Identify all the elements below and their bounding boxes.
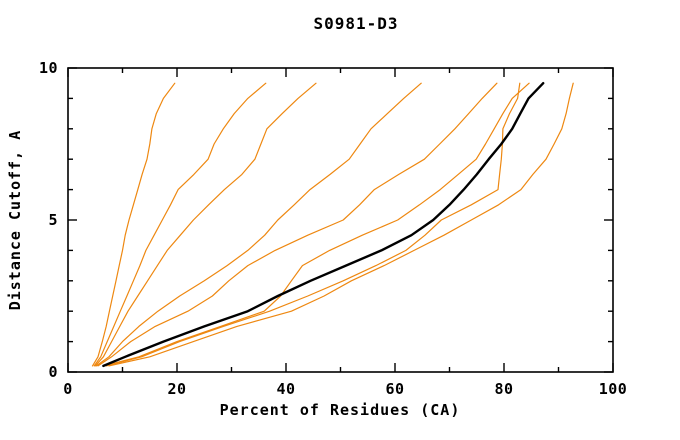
chart-title: S0981-D3 [313, 14, 398, 33]
curve-model-2 [93, 82, 267, 367]
y-tick-label: 5 [48, 211, 58, 229]
y-tick-label: 0 [48, 363, 58, 381]
x-tick-label: 60 [385, 380, 404, 398]
curve-model-8 [108, 82, 574, 367]
y-tick-label: 10 [39, 59, 58, 77]
curve-model-6 [102, 82, 530, 367]
curve-model-7 [105, 82, 521, 367]
x-tick-label: 20 [167, 380, 186, 398]
x-tick-label: 80 [494, 380, 513, 398]
curve-model-4 [95, 82, 422, 367]
curve-model-5 [97, 82, 498, 367]
plot-frame [67, 67, 614, 373]
x-tick-label: 0 [63, 380, 73, 398]
x-axis-label: Percent of Residues (CA) [220, 401, 461, 419]
curve-model-3 [94, 82, 317, 367]
x-tick-label: 40 [276, 380, 295, 398]
x-tick-label: 100 [599, 380, 628, 398]
curve-selected-model [102, 81, 545, 368]
curves-layer [91, 81, 574, 368]
axes-layer: 0 20 40 60 80 100 0 5 10 [39, 59, 627, 398]
y-axis-label: Distance Cutoff, A [6, 130, 24, 311]
curve-model-1 [91, 82, 176, 367]
